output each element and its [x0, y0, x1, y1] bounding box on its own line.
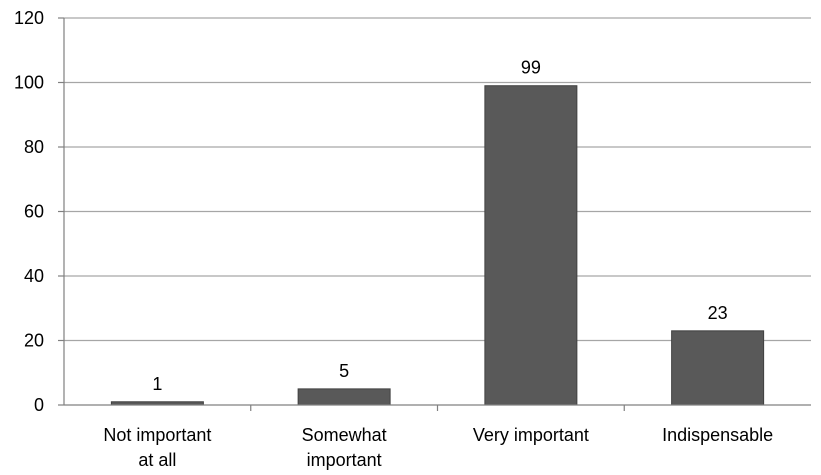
y-tick-label: 20	[24, 331, 44, 351]
x-category-label: Indispensable	[662, 425, 773, 445]
bar	[297, 388, 391, 406]
y-axis-tick-labels: 0 20 40 60 80 100 120	[14, 8, 64, 415]
x-category-label-line: Very important	[473, 425, 589, 445]
y-tick-label: 120	[14, 8, 44, 28]
data-label: 1	[152, 374, 162, 394]
bars	[110, 85, 765, 406]
y-tick-label: 0	[34, 395, 44, 415]
x-category-label-line: Not important	[103, 425, 211, 445]
x-category-label-line: important	[307, 450, 382, 470]
x-category-label-line: Somewhat	[302, 425, 387, 445]
gridlines	[64, 17, 811, 342]
bar	[671, 330, 765, 406]
bar	[484, 85, 578, 406]
x-category-label: Not important at all	[103, 425, 211, 470]
y-tick-label: 100	[14, 73, 44, 93]
y-tick-label: 60	[24, 202, 44, 222]
data-labels: 1 5 99 23	[152, 58, 727, 394]
data-label: 99	[521, 58, 541, 78]
y-tick-label: 80	[24, 137, 44, 157]
x-category-label: Somewhat important	[302, 425, 387, 470]
x-axis-category-labels: Not important at all Somewhat important Very…	[103, 425, 773, 470]
x-category-label-line: at all	[138, 450, 176, 470]
data-label: 5	[339, 361, 349, 381]
x-axis	[63, 18, 811, 411]
data-label: 23	[708, 303, 728, 323]
x-category-label: Very important	[473, 425, 589, 445]
y-tick-label: 40	[24, 266, 44, 286]
x-category-label-line: Indispensable	[662, 425, 773, 445]
